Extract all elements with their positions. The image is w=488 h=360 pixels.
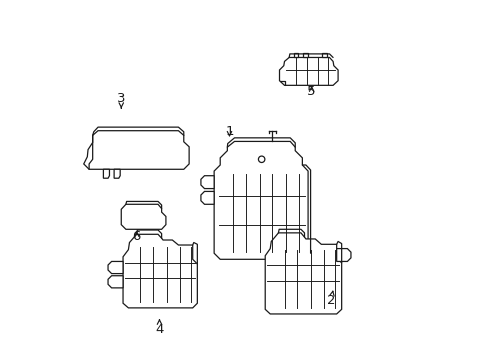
Polygon shape	[264, 233, 341, 314]
Text: 3: 3	[117, 92, 125, 108]
Polygon shape	[123, 234, 197, 308]
Polygon shape	[322, 53, 326, 58]
Circle shape	[258, 156, 264, 162]
Polygon shape	[336, 249, 350, 261]
Polygon shape	[108, 261, 123, 274]
Polygon shape	[214, 141, 307, 259]
Polygon shape	[293, 53, 298, 58]
Polygon shape	[201, 192, 214, 204]
Text: 1: 1	[225, 125, 233, 138]
Polygon shape	[108, 276, 123, 288]
Text: 4: 4	[155, 320, 163, 336]
Polygon shape	[83, 131, 189, 169]
Polygon shape	[114, 169, 120, 178]
Text: 2: 2	[326, 291, 334, 307]
Polygon shape	[303, 53, 307, 58]
Polygon shape	[121, 204, 165, 229]
Text: 6: 6	[132, 230, 141, 243]
Polygon shape	[103, 169, 109, 178]
Polygon shape	[201, 176, 214, 189]
Text: 5: 5	[307, 85, 315, 98]
Polygon shape	[279, 58, 337, 85]
